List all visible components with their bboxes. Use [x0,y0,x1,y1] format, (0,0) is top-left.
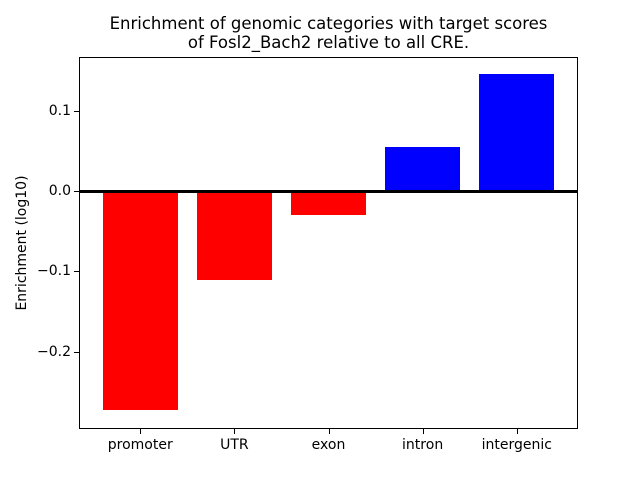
y-tick-label: 0.0 [48,183,71,200]
plot-area [79,57,578,429]
x-tick-label: promoter [107,437,173,453]
chart-title: Enrichment of genomic categories with ta… [80,14,577,52]
y-tick [74,110,79,112]
bar-intron [384,147,461,192]
y-tick [74,271,79,273]
y-tick-label: −0.1 [37,263,71,280]
x-tick-label: UTR [220,437,249,453]
y-tick [74,351,79,353]
x-tick [140,429,142,434]
y-tick-label: −0.2 [37,343,71,360]
bar-exon [290,191,367,216]
x-tick [422,429,424,434]
chart-title-line2: of Fosl2_Bach2 relative to all CRE. [187,33,470,52]
zero-line [80,189,577,193]
bar-intergenic [479,74,555,192]
x-tick [516,429,518,434]
y-tick [74,191,79,193]
x-tick [234,429,236,434]
y-tick-label: 0.1 [48,102,71,119]
x-tick-label: intergenic [481,437,552,453]
chart-title-line1: Enrichment of genomic categories with ta… [109,14,548,33]
x-tick [328,429,330,434]
bar-UTR [196,191,273,280]
x-tick-label: exon [311,437,346,453]
x-tick-label: intron [402,437,444,453]
bar-promoter [102,191,178,410]
